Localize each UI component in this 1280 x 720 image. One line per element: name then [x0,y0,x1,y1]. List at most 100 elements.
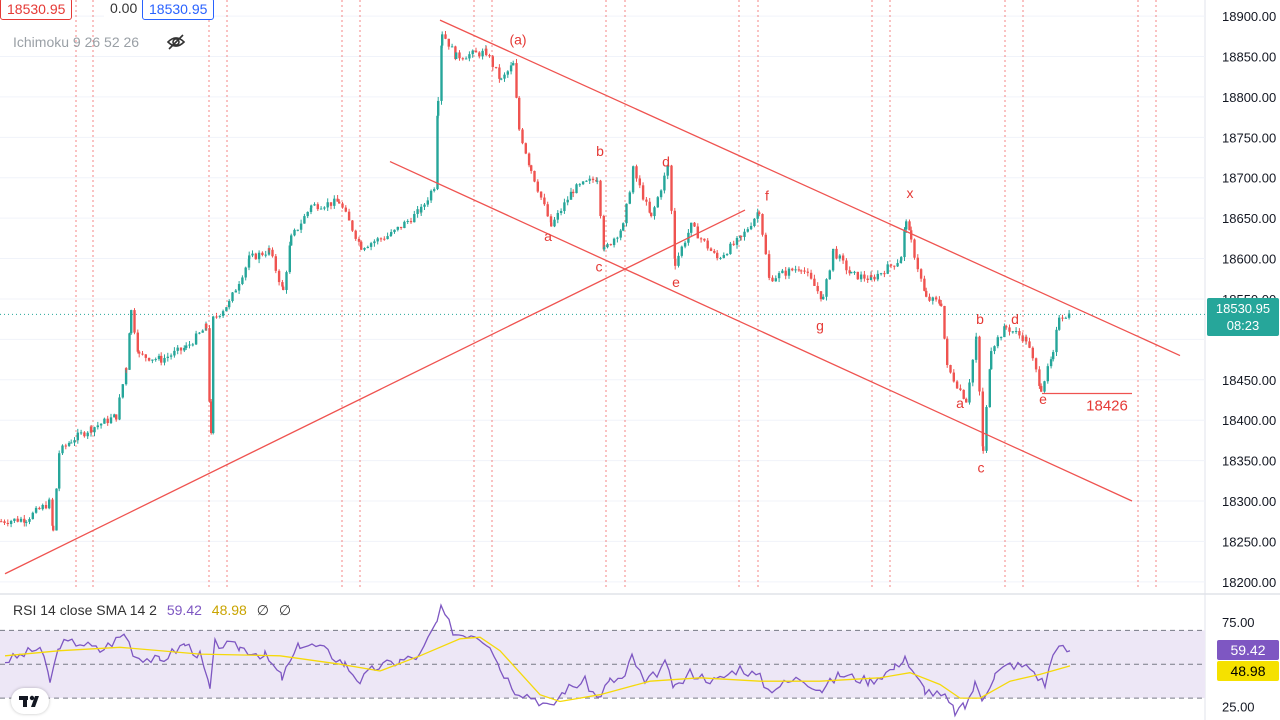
candle-body [1005,326,1008,328]
candle-body [910,230,913,240]
ichimoku-indicator-label[interactable]: Ichimoku 9 26 52 26 [13,34,140,50]
candle-body [850,271,853,274]
candle-body [670,165,673,211]
candle-body [138,351,141,354]
candle-body [379,238,383,240]
candle-body [1064,317,1067,319]
candle-body [409,220,413,223]
candle-body [612,238,616,246]
candle-body [578,184,581,186]
candle-body [659,190,663,198]
candle-body [244,267,247,278]
candle-body [549,216,553,223]
candle-body [641,185,645,200]
tradingview-logo[interactable] [11,688,49,714]
candle-body [264,254,267,256]
candle-body [599,180,602,217]
candle-body [163,357,166,363]
buy-price-button[interactable]: 18530.95 [142,0,215,20]
candle-body [338,201,341,204]
wave-label: c [596,258,603,274]
candle-body [257,252,261,260]
candle-body [130,310,133,334]
candle-body [23,518,26,523]
candle-body [277,270,281,283]
candle-body [208,328,211,402]
rsi-value-tag: 59.42 [1217,640,1279,660]
candle-body [450,46,454,48]
candle-body [536,181,539,192]
candle-body [254,253,257,260]
candle-body [913,239,916,258]
candle-body [761,214,764,235]
candle-body [1028,341,1031,348]
candle-body [653,207,656,217]
rsi-legend-name: RSI 14 close SMA 14 2 [13,602,157,618]
candle-body [740,235,743,237]
candle-body [638,178,641,186]
candle-body [19,518,23,522]
candle-body [218,315,221,317]
candle-body [735,237,739,245]
candle-body [559,211,563,213]
candle-body [838,255,841,259]
candle-body [160,355,163,363]
candle-body [569,191,573,200]
candle-body [916,257,919,270]
candle-body [464,58,468,60]
candle-body [797,269,801,271]
candle-body [25,521,28,523]
sell-price-button[interactable]: 18530.95 [0,0,73,20]
candle-body [198,332,201,334]
candle-body [784,270,787,276]
candle-body [281,282,284,287]
candle-body [113,414,116,418]
candle-body [3,521,6,523]
candle-body [518,97,521,130]
candle-body [157,355,161,360]
candle-body [893,265,896,267]
candle-body [1040,385,1043,392]
candle-body [296,229,299,231]
hidden-eye-icon[interactable] [166,33,186,51]
candle-body [632,166,635,170]
candle-body [326,202,329,208]
last-price-tag: 18530.95 08:23 [1207,298,1279,336]
candle-body [440,45,443,101]
candle-body [822,296,825,300]
wave-label: e [1039,391,1047,407]
rsi-legend-extra-2: ∅ [278,602,292,618]
candle-body [351,220,354,231]
candle-body [147,357,151,361]
candle-body [693,222,696,227]
candle-body [303,216,306,224]
candle-body [923,278,926,291]
candle-body [406,220,409,222]
rsi-indicator-legend[interactable]: RSI 14 close SMA 14 2 59.42 48.98 ∅ ∅ [13,602,291,619]
wave-label: (a) [509,31,526,47]
candle-body [938,299,941,304]
candle-body [625,203,628,224]
candle-body [832,248,835,251]
candle-body [444,34,447,39]
candle-body [809,272,813,279]
candle-body [690,222,693,233]
candle-body [753,218,756,227]
candle-body [870,275,873,277]
candle-body [527,153,531,166]
candle-body [841,255,845,261]
last-price-value: 18530.95 [1215,301,1271,316]
candle-body [673,210,676,259]
candle-body [271,249,274,257]
candle-body [768,276,771,278]
candle-body [333,198,336,206]
candle-body [616,237,619,239]
candle-body [889,264,893,266]
wave-label: c [978,460,985,476]
candle-body [185,345,188,348]
candle-body [981,391,984,447]
candle-body [268,248,271,250]
candle-body [978,336,981,392]
candle-body [876,273,879,280]
